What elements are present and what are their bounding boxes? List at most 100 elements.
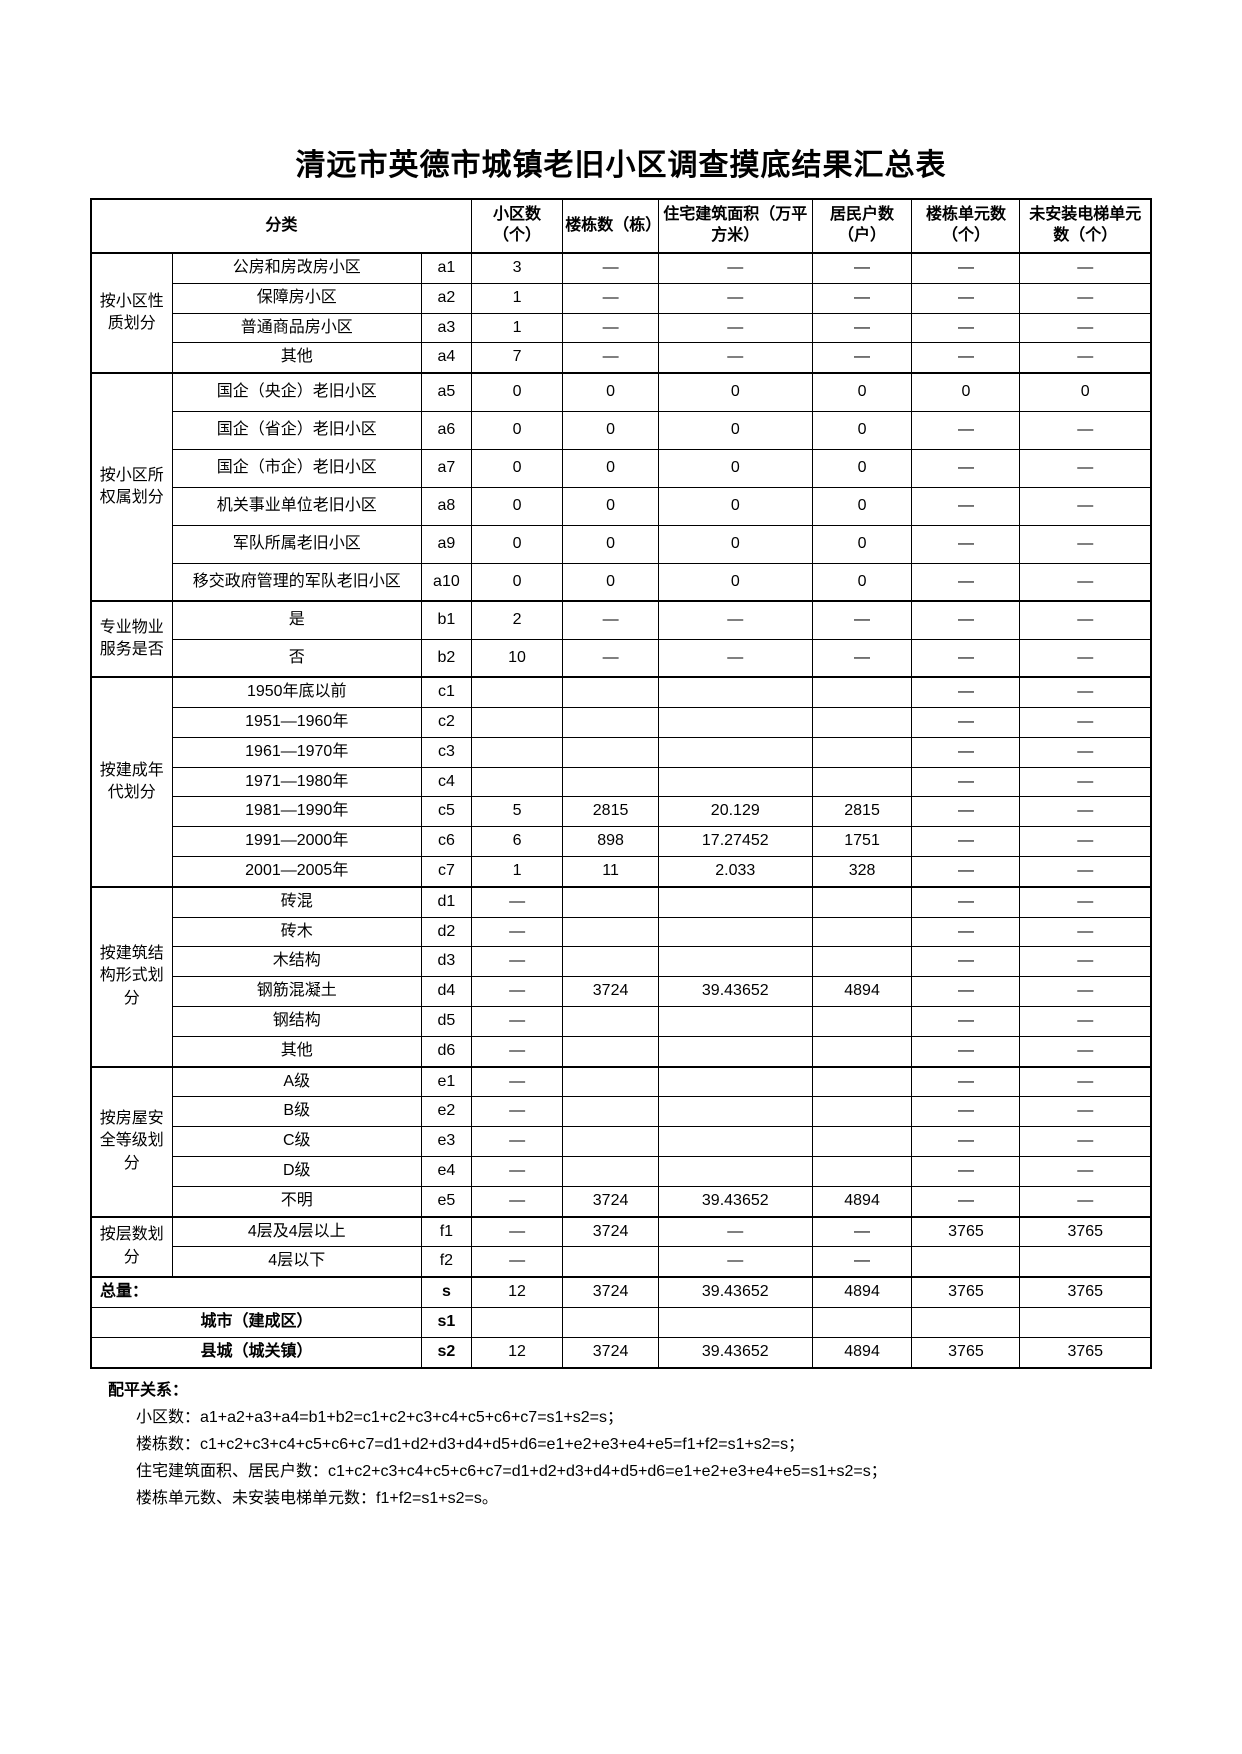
table-row: 总量：s12372439.43652489437653765 (91, 1277, 1151, 1307)
table-cell: c1 (421, 677, 471, 707)
table-cell: — (1020, 563, 1151, 601)
table-cell: — (1020, 917, 1151, 947)
table-cell: — (1020, 283, 1151, 313)
table-cell: — (471, 947, 562, 977)
table-cell: — (563, 601, 659, 639)
table-cell: — (812, 1247, 912, 1277)
table-cell: — (912, 917, 1020, 947)
table-row: 砖木d2——— (91, 917, 1151, 947)
table-cell (658, 887, 812, 917)
table-cell: 1751 (812, 827, 912, 857)
table-row: 不明e5—372439.436524894—— (91, 1186, 1151, 1216)
table-cell: 0 (658, 411, 812, 449)
table-cell: c7 (421, 856, 471, 886)
table-row: 其他a47————— (91, 343, 1151, 373)
table-cell: 1991—2000年 (172, 827, 421, 857)
table-cell (563, 947, 659, 977)
group-label: 按小区所权属划分 (91, 373, 172, 601)
table-cell: — (1020, 253, 1151, 283)
page-title: 清远市英德市城镇老旧小区调查摸底结果汇总表 (90, 140, 1152, 184)
table-cell: 0 (563, 449, 659, 487)
table-cell: — (1020, 1097, 1151, 1127)
table-cell: — (1020, 977, 1151, 1007)
table-cell: 1950年底以前 (172, 677, 421, 707)
table-cell: c5 (421, 797, 471, 827)
table-cell: — (812, 343, 912, 373)
table-cell: 砖木 (172, 917, 421, 947)
table-row: D级e4——— (91, 1156, 1151, 1186)
table-cell: c6 (421, 827, 471, 857)
table-cell: 6 (471, 827, 562, 857)
table-cell (471, 707, 562, 737)
table-cell: — (1020, 1036, 1151, 1066)
table-cell: — (912, 767, 1020, 797)
table-cell: — (658, 601, 812, 639)
table-cell (812, 767, 912, 797)
table-cell: 39.43652 (658, 977, 812, 1007)
table-cell: — (912, 1097, 1020, 1127)
notes-title: 配平关系： (90, 1377, 1152, 1404)
table-cell: — (1020, 1186, 1151, 1216)
table-cell: — (563, 343, 659, 373)
table-cell (812, 1156, 912, 1186)
table-cell: — (1020, 707, 1151, 737)
table-cell: 移交政府管理的军队老旧小区 (172, 563, 421, 601)
table-cell: — (812, 253, 912, 283)
table-cell (658, 1127, 812, 1157)
table-cell (658, 767, 812, 797)
table-cell: 4894 (812, 1186, 912, 1216)
th-c3: 住宅建筑面积（万平方米） (658, 199, 812, 253)
table-cell: a5 (421, 373, 471, 411)
table-cell: — (471, 977, 562, 1007)
table-cell: 3724 (563, 977, 659, 1007)
table-cell: d4 (421, 977, 471, 1007)
table-cell: 0 (471, 563, 562, 601)
table-cell: — (912, 1156, 1020, 1186)
table-cell (812, 1097, 912, 1127)
table-row: B级e2——— (91, 1097, 1151, 1127)
group-label: 按房屋安全等级划分 (91, 1067, 172, 1217)
table-cell: — (912, 639, 1020, 677)
table-row: 保障房小区a21————— (91, 283, 1151, 313)
table-cell: 国企（市企）老旧小区 (172, 449, 421, 487)
table-cell: 2815 (563, 797, 659, 827)
table-cell: 0 (658, 373, 812, 411)
table-cell (912, 1247, 1020, 1277)
table-cell: 1 (471, 856, 562, 886)
table-cell: f2 (421, 1247, 471, 1277)
table-row: 木结构d3——— (91, 947, 1151, 977)
table-cell: — (912, 1127, 1020, 1157)
table-cell: — (812, 283, 912, 313)
table-cell: 0 (658, 563, 812, 601)
table-cell (563, 1006, 659, 1036)
table-cell: — (471, 1036, 562, 1066)
table-cell: 5 (471, 797, 562, 827)
table-cell: b2 (421, 639, 471, 677)
table-cell: 3765 (1020, 1277, 1151, 1307)
table-row: 4层以下f2——— (91, 1247, 1151, 1277)
table-cell: — (1020, 343, 1151, 373)
table-cell: — (1020, 767, 1151, 797)
table-cell: 2815 (812, 797, 912, 827)
table-cell: 其他 (172, 1036, 421, 1066)
table-cell: 木结构 (172, 947, 421, 977)
table-cell: e4 (421, 1156, 471, 1186)
table-cell: e3 (421, 1127, 471, 1157)
table-cell: 12 (471, 1277, 562, 1307)
total-label: 总量： (91, 1277, 421, 1307)
table-cell: 4894 (812, 1337, 912, 1367)
table-row: 按小区性质划分公房和房改房小区a13————— (91, 253, 1151, 283)
table-cell: s (421, 1277, 471, 1307)
table-cell: — (1020, 1006, 1151, 1036)
table-cell: a10 (421, 563, 471, 601)
table-cell: — (471, 1186, 562, 1216)
table-cell: A级 (172, 1067, 421, 1097)
table-cell: — (1020, 887, 1151, 917)
table-cell: d6 (421, 1036, 471, 1066)
table-cell: 是 (172, 601, 421, 639)
table-cell: 0 (658, 449, 812, 487)
table-row: 机关事业单位老旧小区a80000—— (91, 487, 1151, 525)
table-cell: 不明 (172, 1186, 421, 1216)
table-cell: 1981—1990年 (172, 797, 421, 827)
table-cell (658, 1097, 812, 1127)
